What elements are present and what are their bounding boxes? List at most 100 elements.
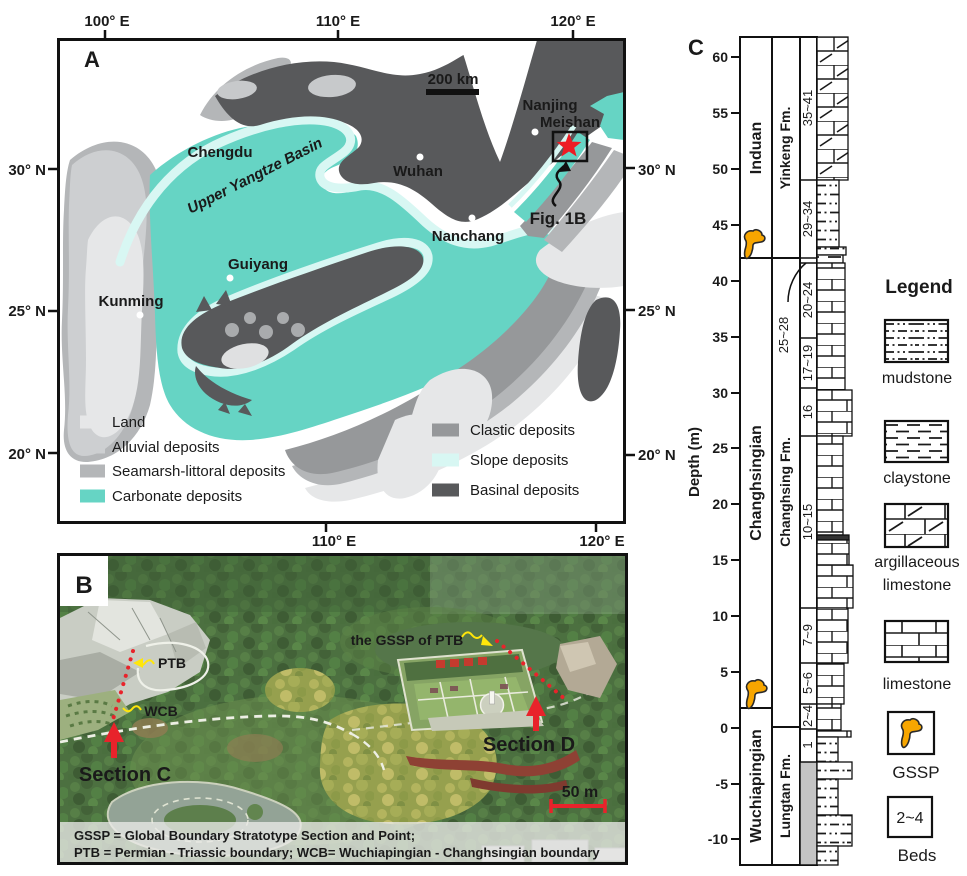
city-dot-kunming [136,311,144,319]
axis-top-110e: 110° E [316,13,360,30]
region-slope-north-ribbon [115,115,557,267]
map-legend: Land Alluvial deposits Seamarsh-littoral… [80,414,579,505]
section-d-dotted-line [495,639,568,702]
panel-a-label: A [84,47,100,72]
formation-label-changhsing: Changhsing Fm. [777,437,793,547]
axis-right-30n: 30° N [638,162,676,179]
formation-label-yinkeng: Yinkeng Fm. [777,107,793,190]
panel-b-label-box [60,556,108,606]
depth-label: 55 [712,105,728,121]
litho-mudstone-l2 [816,761,853,780]
axis-bottom-110e: 110° E [312,533,356,550]
photo-brown-patch-2 [227,734,283,762]
legend-label-beds: Beds [898,846,937,865]
legend-label-claystone: claystone [883,470,951,487]
axis-right-25n: 25° N [638,303,676,320]
bed-label-2-4: 2~4 [800,705,815,727]
legend-swatch-seamarsh [80,464,105,478]
region-slope-trough-ring [177,238,433,377]
stage-label-changhsingian: Changhsingian [748,425,765,541]
photo-yellow-grove-2 [265,668,335,712]
axis-left-30n: 30° N [8,162,46,179]
photo-road-main [60,714,353,744]
city-dot-nanjing [531,128,539,136]
city-label-wuhan: Wuhan [393,163,443,180]
photo-caption-bar [60,822,625,862]
legend-label-seamarsh: Seamarsh-littoral deposits [112,463,285,480]
map-scalebar [426,89,479,95]
photo-cliff-right [556,636,617,698]
litho-limestone-1 [816,262,846,391]
bed-label-35-41: 35~41 [800,90,815,127]
gssp-marker-wcb-icon [745,678,768,710]
map-scalebar-label: 200 km [428,71,479,88]
stage-label-induan: Induan [748,122,765,174]
legend-gssp-icon [900,717,923,749]
city-dot-nanchang [468,214,476,222]
city-label-nanchang: Nanchang [432,228,505,245]
map-graticule: 100° E 110° E 120° E 110° E 120° E 30° N… [8,13,675,550]
bed-column [799,36,818,866]
litho-limestone-5 [816,564,854,609]
litho-mudstone-upper [816,179,840,248]
panel-b-photo: PTB WCB Section C the GSSP of PTB Sectio… [57,553,628,865]
legend-box-mudstone [883,318,950,364]
section-d-label: Section D [483,734,575,756]
axis-right-20n: 20° N [638,447,676,464]
axis-top-120e: 120° E [550,13,595,30]
region-white-notch [458,41,537,162]
region-clastic-northeast [520,142,612,238]
bed-label-20-24: 20~24 [800,282,815,319]
region-land-northeast [535,212,623,288]
panel-a-border [57,38,626,524]
legend-label-basinal: Basinal deposits [470,482,579,499]
lithology-column [816,36,854,866]
depth-label: 25 [712,440,728,456]
section-c-arrowhead-icon [104,722,124,742]
city-label-nanjing: Nanjing [523,97,578,114]
wcb-label: WCB [144,703,177,719]
fig1b-locator-box [551,130,589,163]
litho-limestone-4 [816,539,850,566]
gssp-ptb-arrowhead-icon [481,636,493,646]
depth-label: 45 [712,217,728,233]
depth-label: -10 [708,831,728,847]
legend-label-argillaceous: argillaceous [874,554,959,571]
city-dot-guiyang [226,274,234,282]
litho-limestone-2 [816,389,853,437]
depth-label: 10 [712,608,728,624]
depth-label: 5 [720,664,728,680]
depth-label: -5 [716,776,729,792]
litho-boundary-claystone [816,254,844,264]
formation-label-lungtan: Lungtan Fm. [777,754,793,838]
legend-label-limestone: limestone [883,676,952,693]
litho-mudstone-l5 [816,845,839,866]
legend-swatch-alluvial [80,440,105,454]
gssp-monument [489,690,495,705]
legend-beds-example: 2~4 [896,810,923,827]
panel-a-map: 200 km Chengdu Wuhan Nanjing Nanchang Gu… [8,13,675,550]
panel-c-column: C 60 55 50 45 40 35 30 25 20 15 10 5 0 -… [686,35,960,866]
legend-label-land: Land [112,414,145,431]
bed-label-17-19: 17~19 [800,345,815,382]
bed-label-1: 1 [800,741,815,748]
bed-25-28-leader [787,262,807,303]
fig1b-arrowhead-icon [559,161,571,172]
region-basinal-trough [181,246,424,416]
region-land-patch-2 [377,414,445,499]
city-label-chengdu: Chengdu [188,144,253,161]
panel-b-border [57,553,628,865]
region-basinal-east-blob [577,297,621,402]
bed-column-covered [799,761,818,866]
legend-label-argillaceous-2: limestone [883,577,952,594]
axis-left-20n: 20° N [8,446,46,463]
legend-swatch-carbonate [80,489,105,503]
region-seamarsh-northeast [544,150,623,252]
legend-box-limestone [883,619,950,664]
axis-bottom-120e: 120° E [579,533,624,550]
bed-label-7-9: 7~9 [800,624,815,646]
photo-terrace-garden [60,690,130,740]
photo-scene: PTB WCB Section C the GSSP of PTB Sectio… [60,556,625,862]
